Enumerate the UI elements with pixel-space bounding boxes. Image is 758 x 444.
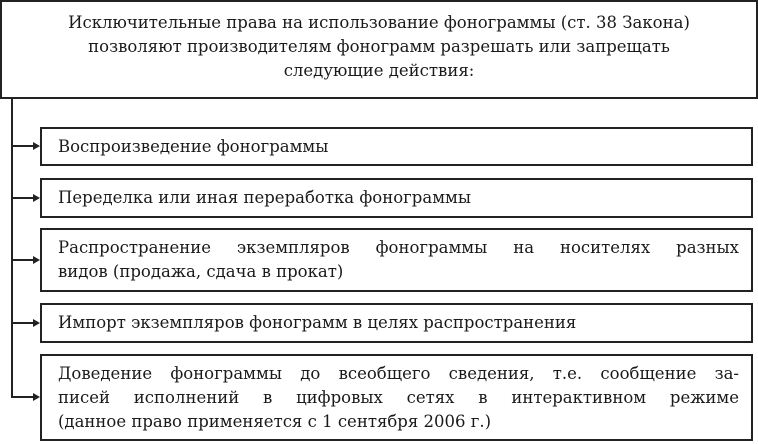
action-text: Переделка или иная переработка фонограмм… xyxy=(58,188,471,207)
action-text: писей исполнений в цифровых сетях в инте… xyxy=(58,387,739,407)
action-text: Импорт экземпляров фонограмм в целях рас… xyxy=(58,313,577,332)
header-box: Исключительные права на использование фо… xyxy=(0,0,758,99)
branch-connector xyxy=(11,396,35,398)
action-text: Воспроизведение фонограммы xyxy=(58,136,329,156)
header-line: следующие действия: xyxy=(283,61,475,80)
header-line: позволяют производителям фонограмм разре… xyxy=(88,37,670,56)
arrow-icon xyxy=(33,393,40,401)
branch-connector xyxy=(11,322,35,324)
action-box: Распространение экземпляров фонограммы н… xyxy=(40,228,753,292)
action-box: Доведение фонограммы до всеобщего сведен… xyxy=(40,354,753,441)
action-text: Доведение фонограммы до всеобщего сведен… xyxy=(58,363,739,383)
branch-connector xyxy=(11,145,35,147)
header-line: Исключительные права на использование фо… xyxy=(68,13,690,32)
action-text: Распространение экземпляров фонограммы н… xyxy=(58,238,739,257)
arrow-icon xyxy=(33,142,40,150)
action-box: Переделка или иная переработка фонограмм… xyxy=(40,178,753,218)
arrow-icon xyxy=(33,256,40,264)
branch-connector xyxy=(11,259,35,261)
trunk-connector xyxy=(11,98,13,398)
branch-connector xyxy=(11,197,35,199)
action-text: (данное право применяется с 1 сентября 2… xyxy=(58,411,492,431)
action-text: видов (продажа, сдача в прокат) xyxy=(58,262,344,281)
action-box: Импорт экземпляров фонограмм в целях рас… xyxy=(40,303,753,343)
arrow-icon xyxy=(33,194,40,202)
action-box: Воспроизведение фонограммы xyxy=(40,127,753,166)
arrow-icon xyxy=(33,319,40,327)
